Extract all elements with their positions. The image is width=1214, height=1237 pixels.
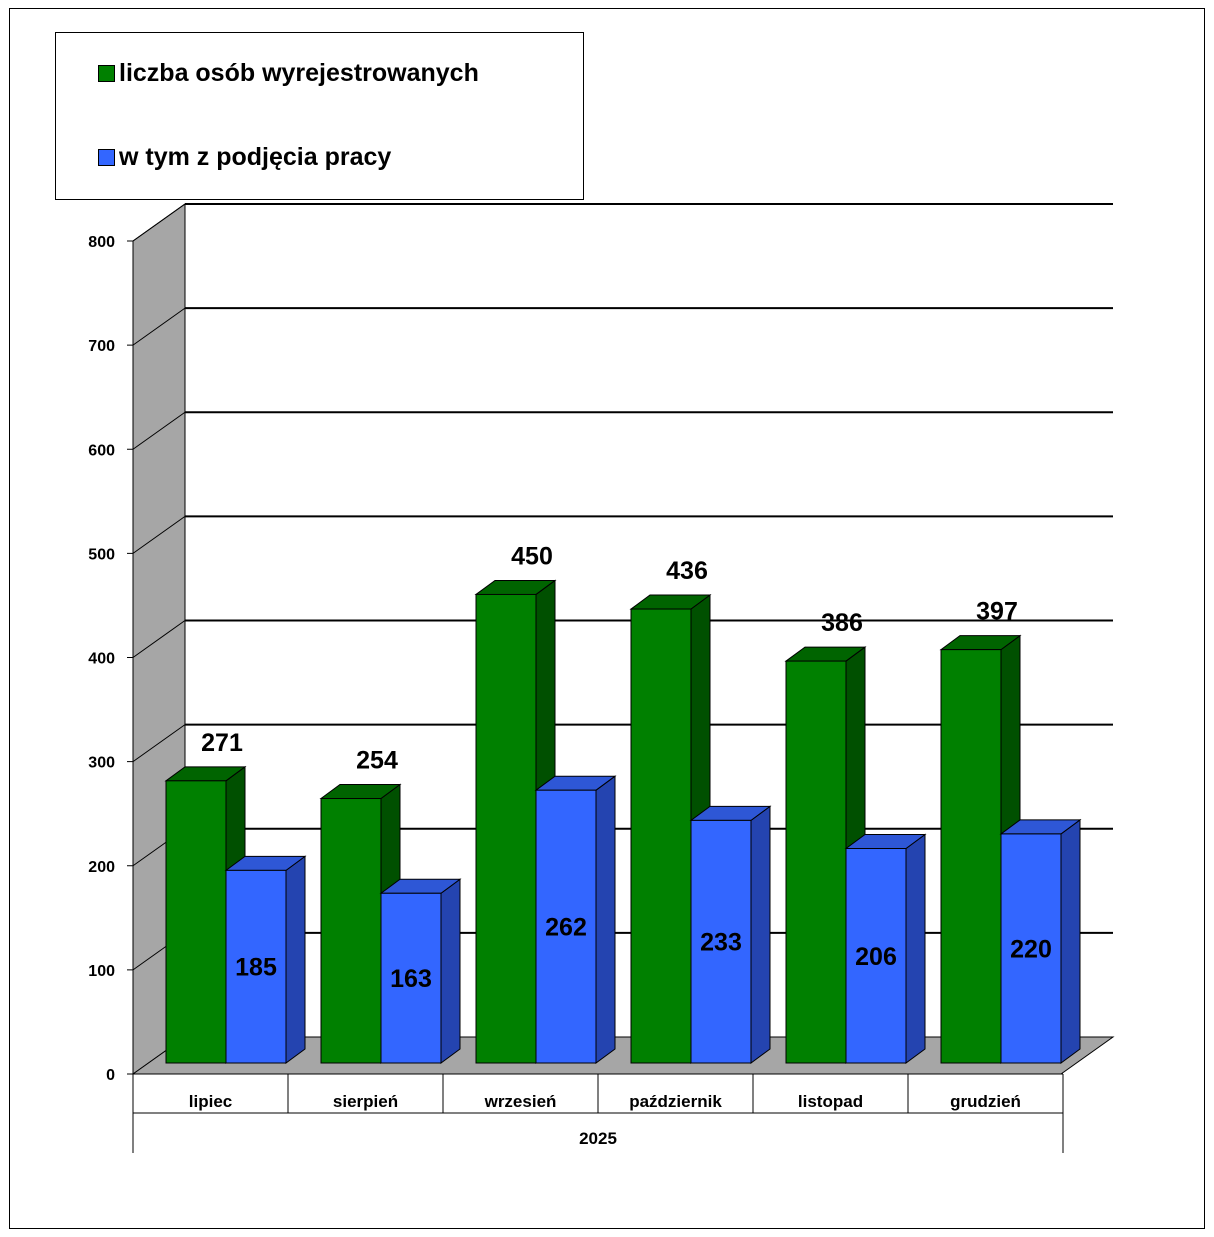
y-tick-label: 0	[106, 1067, 115, 1084]
gridline-diagonal	[132, 724, 186, 763]
bar-registered-out	[165, 780, 227, 1064]
value-label-job-taken: 163	[390, 965, 432, 993]
category-label: listopad	[798, 1092, 863, 1111]
value-label-job-taken: 220	[1010, 935, 1052, 963]
category-label: lipiec	[189, 1092, 232, 1111]
legend: liczba osób wyrejestrowanych w tym z pod…	[55, 32, 584, 200]
value-label-registered-out: 436	[666, 557, 708, 585]
value-label-registered-out: 397	[976, 598, 1018, 626]
value-label-registered-out: 450	[511, 542, 553, 570]
legend-swatch-green	[98, 65, 115, 82]
gridline-diagonal	[132, 411, 186, 450]
y-tick-label: 300	[88, 755, 115, 772]
gridline-diagonal	[132, 307, 186, 346]
category-label: sierpień	[333, 1092, 398, 1111]
y-tick-label: 500	[88, 546, 115, 563]
category-label: październik	[629, 1092, 722, 1111]
bar-job-taken-side	[905, 833, 926, 1064]
bar-registered-out	[475, 593, 537, 1064]
value-label-registered-out: 254	[356, 747, 398, 775]
bar-job-taken	[845, 848, 907, 1064]
value-label-registered-out: 271	[201, 729, 243, 757]
value-label-registered-out: 386	[821, 609, 863, 637]
y-tick-label: 800	[88, 234, 115, 251]
y-tick-label: 100	[88, 963, 115, 980]
category-label: grudzień	[950, 1092, 1021, 1111]
gridline-diagonal	[132, 203, 186, 242]
legend-label: w tym z podjęcia pracy	[119, 143, 392, 171]
value-label-job-taken: 185	[235, 954, 277, 982]
value-label-job-taken: 206	[855, 943, 897, 971]
bar-job-taken-side	[750, 805, 771, 1064]
group-label: 2025	[579, 1129, 617, 1148]
bar-job-taken	[690, 819, 752, 1064]
gridline-diagonal	[132, 620, 186, 658]
category-label: wrzesień	[484, 1092, 557, 1111]
bar-job-taken	[380, 892, 442, 1064]
legend-entry-registered-out: liczba osób wyrejestrowanych	[98, 59, 479, 88]
bar-job-taken	[1000, 833, 1062, 1064]
y-tick-label: 700	[88, 338, 115, 355]
bar-registered-out	[940, 649, 1002, 1064]
bar-registered-out	[320, 798, 382, 1064]
bar-job-taken-side	[595, 775, 616, 1064]
gridline-diagonal	[132, 515, 186, 554]
legend-entry-job-taken: w tym z podjęcia pracy	[98, 143, 391, 172]
bar-job-taken	[535, 789, 597, 1064]
legend-swatch-blue	[98, 149, 115, 166]
bar-registered-out	[630, 608, 692, 1064]
value-label-job-taken: 233	[700, 929, 742, 957]
bar-job-taken-side	[1060, 818, 1081, 1064]
bar-registered-out	[785, 660, 847, 1064]
y-tick-label: 600	[88, 442, 115, 459]
y-tick-label: 200	[88, 859, 115, 876]
value-label-job-taken: 262	[545, 914, 587, 942]
y-tick-label: 400	[88, 651, 115, 668]
legend-label: liczba osób wyrejestrowanych	[119, 59, 479, 87]
bar-job-taken-side	[440, 878, 461, 1064]
bar-job-taken-side	[285, 855, 306, 1064]
bar-job-taken	[225, 869, 287, 1064]
